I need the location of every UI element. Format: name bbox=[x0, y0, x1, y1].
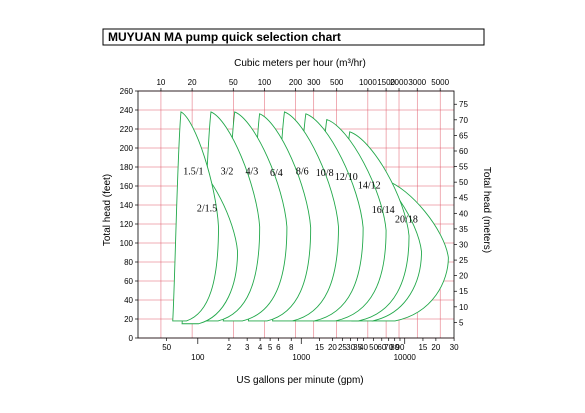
right-tick-label: 10 bbox=[459, 303, 468, 312]
left-tick-label: 40 bbox=[124, 296, 133, 305]
top-tick-label: 1500 bbox=[377, 78, 395, 87]
curve-label: 2/1.5 bbox=[197, 203, 217, 214]
top-tick-label: 10 bbox=[156, 78, 165, 87]
left-tick-label: 240 bbox=[120, 106, 134, 115]
bottom-tick-label: 20 bbox=[431, 343, 440, 352]
right-tick-label: 45 bbox=[459, 194, 468, 203]
left-axis-label: Total head (feet) bbox=[102, 174, 113, 246]
curve-label: 1.5/1 bbox=[183, 167, 203, 178]
curve-label: 16/14 bbox=[372, 205, 395, 216]
curve-1-5-1 bbox=[172, 111, 219, 322]
bottom-tick-label: 5 bbox=[268, 343, 273, 352]
top-tick-label: 500 bbox=[330, 78, 344, 87]
left-tick-label: 80 bbox=[124, 258, 133, 267]
right-tick-label: 75 bbox=[459, 100, 468, 109]
bottom-tick-label: 50 bbox=[162, 343, 171, 352]
bottom-tick-label: 15 bbox=[418, 343, 427, 352]
bottom-tick-label: 15 bbox=[315, 343, 324, 352]
bottom-tick-label: 25 bbox=[338, 343, 347, 352]
bottom-tick-label: 90 bbox=[396, 343, 405, 352]
bottom-major-tick-label: 100 bbox=[191, 353, 205, 362]
bottom-tick-label: 8 bbox=[289, 343, 294, 352]
bottom-tick-label: 30 bbox=[346, 343, 355, 352]
left-tick-label: 180 bbox=[120, 163, 134, 172]
top-tick-label: 300 bbox=[307, 78, 321, 87]
curves bbox=[172, 111, 449, 325]
title-box bbox=[102, 28, 485, 46]
left-tick-label: 100 bbox=[120, 239, 134, 248]
bottom-major-tick-label: 10000 bbox=[394, 353, 417, 362]
bottom-tick-label: 50 bbox=[369, 343, 378, 352]
curve-label: 12/10 bbox=[335, 172, 358, 183]
left-tick-label: 60 bbox=[124, 277, 133, 286]
curve-label: 8/6 bbox=[296, 167, 309, 178]
left-tick-label: 0 bbox=[129, 334, 134, 343]
bottom-tick-label: 60 bbox=[377, 343, 386, 352]
right-tick-label: 25 bbox=[459, 256, 468, 265]
left-tick-label: 160 bbox=[120, 182, 134, 191]
left-tick-label: 260 bbox=[120, 87, 134, 96]
right-tick-label: 15 bbox=[459, 287, 468, 296]
left-tick-label: 20 bbox=[124, 315, 133, 324]
right-tick-label: 35 bbox=[459, 225, 468, 234]
right-axis-label: Total head (meters) bbox=[481, 167, 492, 253]
top-tick-label: 5000 bbox=[431, 78, 449, 87]
top-axis-label: Cubic meters per hour (m³/hr) bbox=[234, 58, 366, 69]
right-tick-label: 30 bbox=[459, 240, 468, 249]
top-tick-label: 200 bbox=[289, 78, 303, 87]
top-tick-label: 20 bbox=[188, 78, 197, 87]
plot-frame bbox=[137, 90, 455, 339]
right-tick-label: 5 bbox=[459, 318, 464, 327]
curve-label: 10/8 bbox=[316, 168, 334, 179]
curve-label: 6/4 bbox=[270, 168, 283, 179]
curve-label: 3/2 bbox=[221, 167, 234, 178]
ticks: 0204060801001201401601802002202402605101… bbox=[120, 78, 469, 362]
top-tick-label: 100 bbox=[258, 78, 272, 87]
chart-title: MUYUAN MA pump quick selection chart bbox=[108, 30, 341, 44]
bottom-tick-label: 2 bbox=[227, 343, 232, 352]
bottom-tick-label: 70 bbox=[384, 343, 393, 352]
top-tick-label: 50 bbox=[229, 78, 238, 87]
curve-label: 20/18 bbox=[395, 214, 418, 225]
curve-label: 14/12 bbox=[358, 181, 381, 192]
curve-label: 4/3 bbox=[246, 167, 259, 178]
right-tick-label: 40 bbox=[459, 209, 468, 218]
bottom-axis-label: US gallons per minute (gpm) bbox=[236, 375, 363, 386]
right-tick-label: 50 bbox=[459, 178, 468, 187]
bottom-tick-label: 80 bbox=[390, 343, 399, 352]
bottom-tick-label: 3 bbox=[245, 343, 250, 352]
bottom-tick-label: 30 bbox=[450, 343, 459, 352]
right-tick-label: 60 bbox=[459, 147, 468, 156]
right-tick-label: 70 bbox=[459, 116, 468, 125]
bottom-tick-label: 20 bbox=[328, 343, 337, 352]
top-tick-label: 1000 bbox=[359, 78, 377, 87]
bottom-tick-label: 6 bbox=[276, 343, 281, 352]
left-tick-label: 220 bbox=[120, 125, 134, 134]
right-tick-label: 55 bbox=[459, 163, 468, 172]
right-tick-label: 65 bbox=[459, 131, 468, 140]
left-tick-label: 120 bbox=[120, 220, 134, 229]
top-tick-label: 3000 bbox=[408, 78, 426, 87]
bottom-tick-label: 4 bbox=[258, 343, 263, 352]
bottom-major-tick-label: 1000 bbox=[292, 353, 310, 362]
left-tick-label: 140 bbox=[120, 201, 134, 210]
right-tick-label: 20 bbox=[459, 272, 468, 281]
bottom-tick-label: 40 bbox=[359, 343, 368, 352]
bottom-tick-label: 35 bbox=[353, 343, 362, 352]
top-tick-label: 2000 bbox=[390, 78, 408, 87]
left-tick-label: 200 bbox=[120, 144, 134, 153]
